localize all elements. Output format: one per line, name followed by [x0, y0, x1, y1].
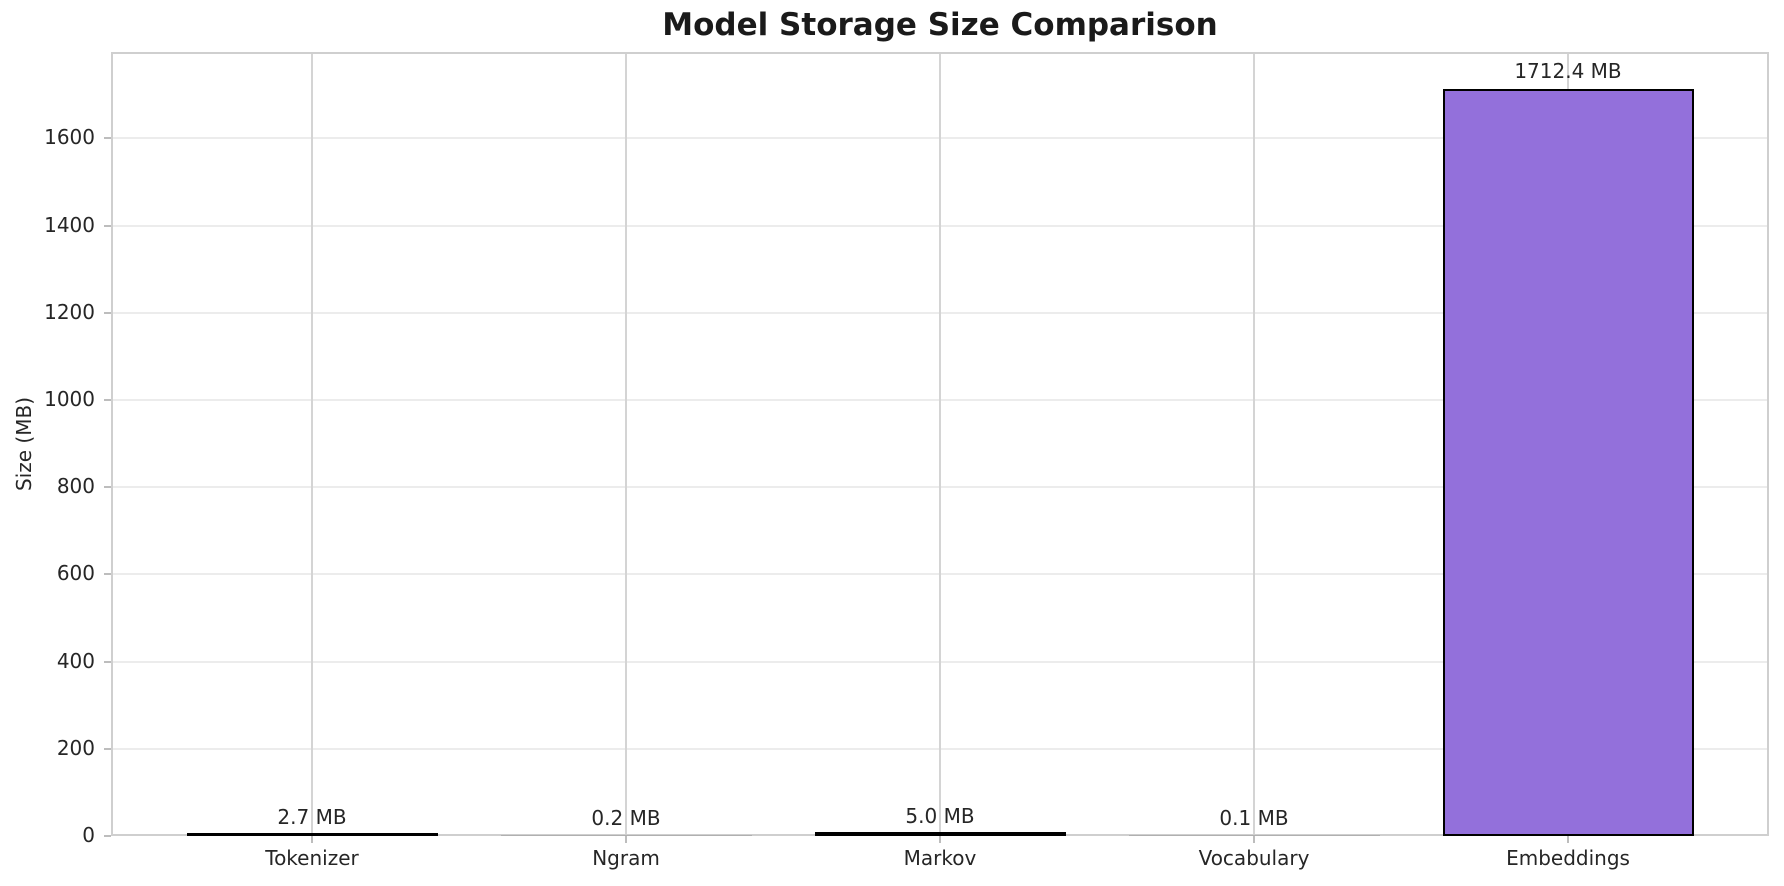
x-gridline	[625, 52, 627, 836]
y-tick-label: 400	[56, 648, 95, 673]
y-tick-mark	[104, 660, 111, 663]
x-tick-mark	[311, 836, 313, 843]
y-tick-label: 0	[82, 823, 95, 847]
bar-value-label: 5.0 MB	[905, 803, 975, 828]
x-tick-label: Tokenizer	[265, 846, 359, 870]
x-tick-mark	[1567, 836, 1569, 843]
x-tick-label: Ngram	[592, 846, 660, 870]
bar-vocabulary	[1128, 835, 1380, 836]
y-tick-mark	[104, 486, 111, 489]
x-gridline	[1253, 52, 1255, 836]
bar-value-label: 0.2 MB	[591, 805, 661, 830]
y-tick-label: 600	[56, 561, 95, 586]
y-tick-mark	[104, 311, 111, 314]
x-tick-label: Embeddings	[1506, 846, 1630, 870]
y-tick-label: 1200	[44, 299, 95, 324]
y-tick-mark	[104, 835, 111, 837]
bar-value-label: 0.1 MB	[1219, 805, 1289, 830]
y-tick-label: 1400	[44, 212, 95, 237]
y-tick-mark	[104, 747, 111, 750]
bar-tokenizer	[186, 832, 438, 836]
bar-embeddings	[1442, 89, 1694, 836]
y-tick-mark	[104, 137, 111, 140]
x-tick-mark	[939, 836, 941, 843]
bar-value-label: 2.7 MB	[277, 804, 347, 829]
y-tick-label: 800	[56, 474, 95, 499]
y-tick-mark	[104, 398, 111, 401]
y-tick-label: 1000	[44, 386, 95, 411]
x-tick-label: Markov	[903, 846, 977, 870]
bar-value-label: 1712.4 MB	[1514, 59, 1622, 84]
chart-title: Model Storage Size Comparison	[662, 7, 1218, 43]
y-tick-label: 1600	[44, 125, 95, 150]
y-tick-mark	[104, 224, 111, 227]
x-gridline	[939, 52, 941, 836]
x-tick-mark	[1253, 836, 1255, 843]
bar-markov	[814, 831, 1066, 836]
x-tick-mark	[625, 836, 627, 843]
x-gridline	[311, 52, 313, 836]
y-tick-mark	[104, 573, 111, 576]
x-tick-label: Vocabulary	[1198, 846, 1310, 870]
plot-area: 2.7 MB 0.2 MB 5.0 MB 0.1 MB 1712.4 MB	[111, 52, 1769, 836]
bar-ngram	[500, 835, 752, 836]
y-tick-label: 200	[56, 735, 95, 760]
